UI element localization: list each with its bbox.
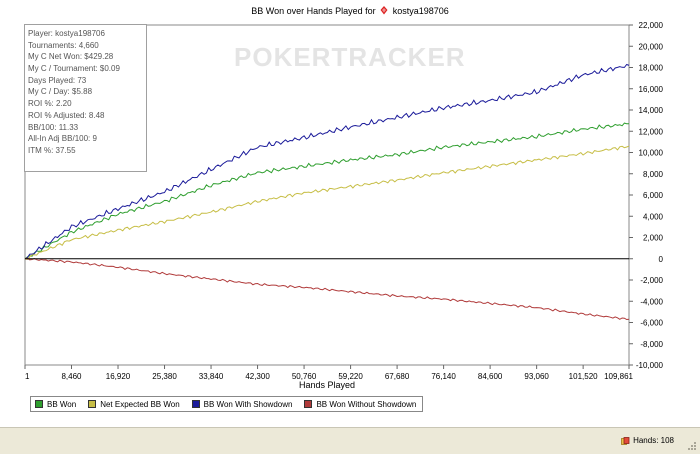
stat-bb-100: BB/100: 11.33 bbox=[28, 122, 79, 132]
y-tick-label: -2,000 bbox=[640, 276, 663, 285]
y-tick-label: -8,000 bbox=[640, 340, 663, 349]
legend-item-with-showdown[interactable]: BB Won With Showdown bbox=[191, 399, 293, 409]
stat-per-day: My C / Day: $5.88 bbox=[28, 87, 93, 97]
stat-per-tournament: My C / Tournament: $0.09 bbox=[28, 64, 120, 74]
y-tick-label: 18,000 bbox=[639, 64, 664, 73]
x-tick-label: 42,300 bbox=[245, 372, 270, 381]
legend-label-net-expected: Net Expected BB Won bbox=[100, 399, 180, 409]
series-line-bb-won bbox=[24, 122, 630, 260]
stat-itm: ITM %: 37.55 bbox=[28, 145, 76, 155]
x-tick-label: 67,680 bbox=[385, 372, 410, 381]
y-tick-label: 12,000 bbox=[639, 127, 664, 136]
y-tick-label: 6,000 bbox=[643, 191, 664, 200]
legend-label-with-showdown: BB Won With Showdown bbox=[203, 399, 293, 409]
series-line-bb-won-with-showdown bbox=[24, 63, 630, 260]
legend-item-without-showdown[interactable]: BB Won Without Showdown bbox=[304, 400, 416, 409]
stat-roi: ROI %: 2.20 bbox=[28, 99, 72, 109]
x-tick-label: 84,600 bbox=[478, 372, 503, 381]
legend-swatch-with-showdown bbox=[191, 400, 200, 408]
stat-player: Player: kostya198706 bbox=[28, 29, 105, 38]
status-bar: Hands: 108 bbox=[0, 427, 700, 454]
y-tick-label: 10,000 bbox=[639, 149, 664, 158]
x-axis-title: Hands Played bbox=[299, 380, 355, 390]
x-tick-label: 1 bbox=[25, 372, 30, 381]
x-tick-label: 109,861 bbox=[604, 372, 633, 381]
stat-days-played: Days Played: 73 bbox=[28, 75, 87, 85]
y-tick-label: -6,000 bbox=[640, 319, 663, 328]
y-tick-label: 22,000 bbox=[639, 21, 664, 30]
y-tick-label: 2,000 bbox=[643, 234, 664, 243]
y-tick-label: -4,000 bbox=[640, 297, 663, 306]
legend-swatch-without-showdown bbox=[304, 400, 313, 408]
stat-roi-adjusted: ROI % Adjusted: 8.48 bbox=[28, 110, 105, 120]
y-tick-label: 16,000 bbox=[639, 85, 664, 94]
status-hands: Hands: 108 bbox=[621, 436, 674, 445]
resize-grip-icon[interactable] bbox=[685, 439, 697, 451]
y-tick-label: 8,000 bbox=[643, 170, 664, 179]
legend-label-bb-won: BB Won bbox=[47, 399, 77, 409]
series-line-bb-won-without-showdown bbox=[24, 257, 630, 321]
legend-item-bb-won[interactable]: BB Won bbox=[35, 400, 76, 409]
x-tick-label: 101,520 bbox=[569, 372, 598, 381]
chart-legend: BB Won Net Expected BB Won BB Won With S… bbox=[30, 396, 424, 412]
y-tick-label: 4,000 bbox=[643, 212, 664, 221]
stats-panel: Player: kostya198706 Tournaments: 4,660 … bbox=[24, 24, 147, 172]
y-tick-label: 0 bbox=[659, 255, 664, 264]
pokertracker-watermark: POKERTRACKER bbox=[234, 42, 466, 72]
x-tick-label: 8,460 bbox=[61, 372, 82, 381]
legend-swatch-net-expected bbox=[88, 400, 97, 408]
y-tick-label: -10,000 bbox=[636, 361, 664, 370]
hands-icon bbox=[621, 436, 630, 445]
series-line-net-expected-bb-won bbox=[24, 145, 630, 260]
legend-item-net-expected[interactable]: Net Expected BB Won bbox=[88, 399, 180, 409]
chart-title: BB Won over Hands Played for kostya19870… bbox=[0, 6, 700, 16]
series-layer bbox=[24, 63, 630, 321]
chart-player-name: kostya198706 bbox=[392, 6, 449, 16]
stat-net-won: My C Net Won: $429.28 bbox=[28, 52, 114, 62]
y-tick-label: 20,000 bbox=[639, 42, 664, 51]
x-tick-label: 59,220 bbox=[338, 372, 363, 381]
x-axis: 1 8,460 16,920 25,380 33,840 42,300 50,760 59,2… bbox=[24, 365, 634, 381]
chart-title-text: BB Won over Hands Played for bbox=[251, 6, 376, 16]
stat-allin-bb-100: All-In Adj BB/100: 9 bbox=[28, 134, 97, 144]
x-tick-label: 33,840 bbox=[199, 372, 224, 381]
y-axis: 22,000 20,000 18,000 16,000 14,000 12,000 10,0… bbox=[629, 21, 664, 370]
x-tick-label: 25,380 bbox=[152, 372, 177, 381]
x-tick-label: 93,060 bbox=[524, 372, 549, 381]
legend-label-without-showdown: BB Won Without Showdown bbox=[316, 399, 417, 409]
status-hands-text: Hands: 108 bbox=[633, 436, 674, 445]
line-chart: 22,00020,00018,00016,00014,00012,00010,0… bbox=[24, 21, 664, 390]
x-tick-label: 76,140 bbox=[431, 372, 456, 381]
legend-swatch-bb-won bbox=[35, 400, 43, 408]
poker-chip-icon bbox=[380, 6, 388, 15]
stat-tournaments: Tournaments: 4,660 bbox=[28, 40, 99, 50]
x-tick-label: 50,760 bbox=[292, 372, 317, 381]
y-tick-label: 14,000 bbox=[639, 106, 664, 115]
x-tick-label: 16,920 bbox=[106, 372, 131, 381]
